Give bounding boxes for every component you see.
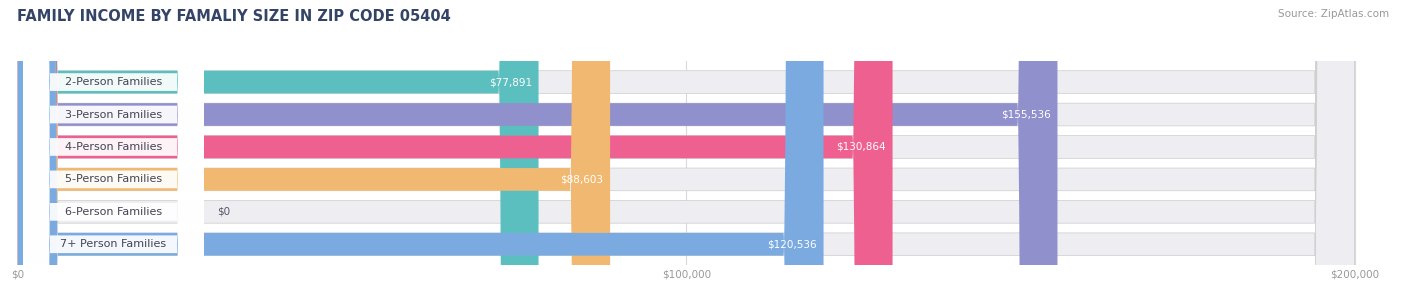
Text: 2-Person Families: 2-Person Families <box>65 77 162 87</box>
FancyBboxPatch shape <box>18 0 1354 305</box>
Text: $77,891: $77,891 <box>489 77 531 87</box>
FancyBboxPatch shape <box>24 0 204 305</box>
FancyBboxPatch shape <box>24 0 204 305</box>
FancyBboxPatch shape <box>18 0 1354 305</box>
Text: FAMILY INCOME BY FAMALIY SIZE IN ZIP CODE 05404: FAMILY INCOME BY FAMALIY SIZE IN ZIP COD… <box>17 9 450 24</box>
FancyBboxPatch shape <box>18 0 610 305</box>
FancyBboxPatch shape <box>24 0 204 305</box>
Text: $130,864: $130,864 <box>837 142 886 152</box>
FancyBboxPatch shape <box>18 0 824 305</box>
Text: 6-Person Families: 6-Person Families <box>65 207 162 217</box>
FancyBboxPatch shape <box>24 0 204 305</box>
FancyBboxPatch shape <box>24 0 204 305</box>
Text: 7+ Person Families: 7+ Person Families <box>60 239 166 249</box>
FancyBboxPatch shape <box>24 0 204 305</box>
FancyBboxPatch shape <box>18 0 1354 305</box>
Text: 4-Person Families: 4-Person Families <box>65 142 162 152</box>
FancyBboxPatch shape <box>18 0 1354 305</box>
Text: Source: ZipAtlas.com: Source: ZipAtlas.com <box>1278 9 1389 19</box>
Text: $88,603: $88,603 <box>561 174 603 185</box>
Text: 5-Person Families: 5-Person Families <box>65 174 162 185</box>
Text: 3-Person Families: 3-Person Families <box>65 109 162 120</box>
FancyBboxPatch shape <box>18 0 1057 305</box>
Text: $120,536: $120,536 <box>768 239 817 249</box>
FancyBboxPatch shape <box>18 0 1354 305</box>
Text: $0: $0 <box>217 207 231 217</box>
Text: $155,536: $155,536 <box>1001 109 1050 120</box>
FancyBboxPatch shape <box>18 0 538 305</box>
FancyBboxPatch shape <box>18 0 1354 305</box>
FancyBboxPatch shape <box>18 0 893 305</box>
